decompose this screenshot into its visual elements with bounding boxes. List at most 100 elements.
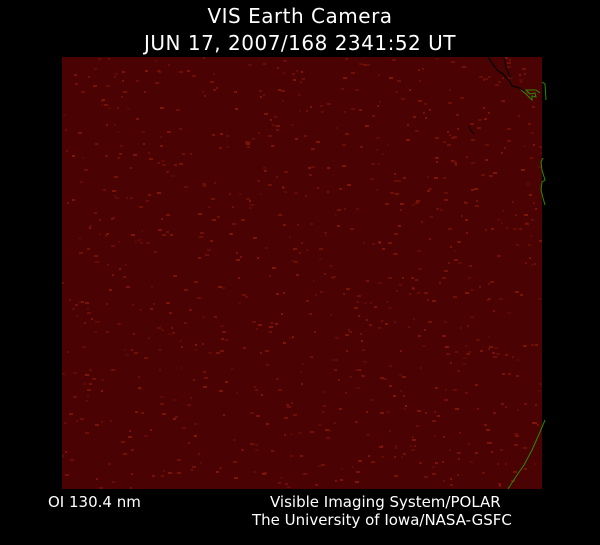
speckle — [76, 315, 78, 317]
speckle — [106, 303, 108, 305]
speckle — [113, 217, 115, 219]
speckle — [255, 389, 258, 391]
speckle — [250, 412, 254, 414]
speckle — [103, 189, 106, 191]
speckle — [163, 470, 165, 472]
speckle — [489, 175, 493, 177]
speckle — [133, 333, 135, 335]
speckle — [220, 133, 223, 135]
speckle — [84, 383, 86, 385]
speckle — [104, 104, 108, 106]
speckle — [500, 449, 503, 451]
speckle — [423, 112, 425, 114]
speckle — [98, 321, 100, 323]
speckle — [81, 301, 84, 303]
speckle — [378, 241, 381, 243]
speckle — [354, 307, 358, 309]
speckle — [282, 186, 284, 188]
speckle — [432, 300, 436, 302]
speckle — [425, 117, 427, 119]
speckle — [468, 443, 470, 445]
speckle — [111, 245, 115, 247]
speckle — [403, 408, 406, 410]
speckle — [179, 163, 183, 165]
speckle — [529, 257, 531, 259]
speckle — [311, 148, 315, 150]
speckle — [214, 316, 217, 318]
speckle — [516, 244, 519, 246]
speckle — [482, 472, 485, 474]
speckle — [299, 110, 301, 112]
speckle — [501, 100, 505, 102]
speckle — [281, 313, 283, 315]
speckle — [488, 298, 491, 300]
speckle — [345, 392, 347, 394]
speckle — [539, 146, 542, 148]
instrument-label: Visible Imaging System/POLAR — [270, 493, 501, 511]
speckle — [79, 252, 83, 254]
speckle — [278, 214, 282, 216]
speckle — [168, 64, 170, 66]
speckle — [389, 77, 393, 79]
speckle — [255, 444, 258, 446]
speckle — [403, 395, 405, 397]
speckle — [136, 118, 139, 120]
speckle — [475, 452, 478, 454]
speckle — [270, 119, 272, 121]
speckle — [356, 387, 360, 389]
speckle — [72, 155, 75, 157]
speckle — [126, 197, 128, 199]
speckle — [370, 178, 374, 180]
speckle — [75, 83, 78, 85]
speckle — [219, 147, 222, 149]
speckle — [465, 345, 467, 347]
speckle — [444, 199, 448, 201]
speckle — [366, 411, 368, 413]
auroral-emission-speckles — [62, 57, 542, 489]
speckle — [535, 404, 537, 406]
speckle — [278, 482, 281, 484]
speckle — [99, 487, 103, 489]
speckle — [427, 176, 429, 178]
speckle — [232, 206, 234, 208]
speckle — [342, 144, 346, 146]
speckle — [313, 280, 315, 282]
speckle — [488, 76, 491, 78]
speckle — [382, 153, 384, 155]
speckle — [449, 89, 451, 91]
speckle — [325, 235, 327, 237]
speckle — [484, 118, 487, 120]
speckle — [457, 241, 461, 243]
speckle — [522, 68, 526, 70]
speckle — [89, 227, 91, 229]
speckle — [108, 58, 110, 60]
speckle — [445, 389, 447, 391]
speckle — [505, 406, 507, 408]
speckle — [519, 228, 522, 230]
speckle — [124, 349, 126, 351]
speckle — [457, 128, 459, 130]
speckle — [400, 209, 402, 211]
speckle — [278, 89, 281, 91]
speckle — [435, 387, 438, 389]
speckle — [363, 361, 367, 363]
speckle — [245, 296, 248, 298]
speckle — [250, 443, 254, 445]
speckle — [457, 474, 459, 476]
speckle — [380, 412, 384, 414]
speckle — [400, 203, 404, 205]
speckle — [436, 161, 438, 163]
speckle — [327, 103, 331, 105]
speckle — [300, 81, 302, 83]
speckle — [357, 295, 361, 297]
speckle — [378, 327, 381, 329]
speckle — [450, 478, 452, 480]
speckle — [329, 265, 333, 267]
speckle — [318, 424, 322, 426]
speckle — [283, 224, 286, 226]
speckle — [115, 197, 119, 199]
speckle — [413, 116, 416, 118]
speckle — [505, 354, 508, 356]
speckle — [398, 180, 401, 182]
wavelength-label: OI 130.4 nm — [48, 493, 141, 511]
